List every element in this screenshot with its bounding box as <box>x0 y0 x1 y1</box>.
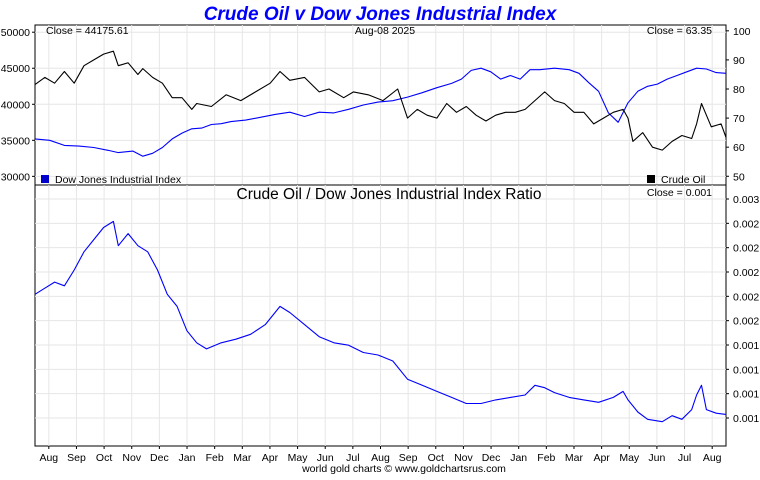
ratio-title: Crude Oil / Dow Jones Industrial Index R… <box>237 186 542 203</box>
x-tick-label-sep: Sep <box>399 452 418 464</box>
x-tick-label-sep: Sep <box>67 452 86 464</box>
x-tick-label-aug: Aug <box>39 452 58 464</box>
chart-title: Crude Oil v Dow Jones Industrial Index <box>204 4 558 25</box>
x-tick-label-jan: Jan <box>510 452 527 464</box>
ratio-y-tick-label: 0.002 <box>733 316 759 328</box>
x-tick-label-mar: Mar <box>233 452 252 464</box>
y-left-tick-label: 40000 <box>1 99 30 111</box>
x-tick-label-mar: Mar <box>565 452 584 464</box>
ratio-y-tick-label: 0.003 <box>733 194 759 206</box>
series-line-crude <box>34 50 727 151</box>
y-left-tick-label: 50000 <box>1 27 30 39</box>
y-right-tick-label: 60 <box>733 142 745 154</box>
ratio-y-tick-label: 0.001 <box>733 340 759 352</box>
ratio-y-tick-label: 0.002 <box>733 243 759 255</box>
ratio-close-label: Close = 0.001 <box>647 187 712 199</box>
x-tick-label-apr: Apr <box>593 452 610 464</box>
x-tick-label-nov: Nov <box>454 452 473 464</box>
legend-swatch-crude <box>647 175 655 183</box>
y-left-tick-label: 45000 <box>1 63 30 75</box>
x-tick-label-aug: Aug <box>371 452 390 464</box>
x-tick-label-dec: Dec <box>482 452 501 464</box>
x-tick-label-feb: Feb <box>206 452 224 464</box>
x-tick-label-nov: Nov <box>122 452 141 464</box>
x-tick-label-oct: Oct <box>428 452 444 464</box>
y-left-tick-label: 30000 <box>1 171 30 183</box>
y-right-tick-label: 100 <box>733 26 751 38</box>
date-label: Aug-08 2025 <box>355 25 415 37</box>
x-tick-label-aug: Aug <box>703 452 722 464</box>
series-line-ratio <box>34 220 727 423</box>
x-tick-label-feb: Feb <box>537 452 555 464</box>
x-tick-label-jan: Jan <box>179 452 196 464</box>
ratio-y-tick-label: 0.001 <box>733 413 759 425</box>
y-right-tick-label: 90 <box>733 55 745 67</box>
ratio-y-tick-label: 0.001 <box>733 389 759 401</box>
y-left-tick-label: 35000 <box>1 135 30 147</box>
ratio-y-tick-label: 0.002 <box>733 267 759 279</box>
x-tick-label-may: May <box>288 452 309 464</box>
x-tick-label-jun: Jun <box>648 452 665 464</box>
close-left-label: Close = 44175.61 <box>46 25 129 37</box>
ratio-panel: Aug Sep Oct Nov Dec Jan Feb Mar Apr May Jun Jul Aug S… <box>34 184 759 464</box>
y-right-tick-label: 50 <box>733 171 745 183</box>
price-panel: 30000 35000 40000 45000 50000 50 60 70 80 90 100 <box>1 24 751 186</box>
y-right-tick-label: 80 <box>733 84 745 96</box>
ratio-y-tick-label: 0.002 <box>733 218 759 230</box>
series-line-dow <box>34 67 727 157</box>
legend-label-dow: Dow Jones Industrial Index <box>55 174 182 186</box>
footer-credit: world gold charts © www.goldchartsrus.co… <box>301 463 506 475</box>
legend-label-crude: Crude Oil <box>661 174 705 186</box>
legend-swatch-dow <box>41 175 49 183</box>
x-tick-label-oct: Oct <box>96 452 112 464</box>
y-right-tick-label: 70 <box>733 113 745 125</box>
x-tick-label-apr: Apr <box>262 452 279 464</box>
ratio-y-tick-label: 0.002 <box>733 291 759 303</box>
x-tick-label-may: May <box>619 452 640 464</box>
ratio-y-tick-label: 0.001 <box>733 364 759 376</box>
x-tick-label-dec: Dec <box>150 452 169 464</box>
x-tick-label-jun: Jun <box>317 452 334 464</box>
close-right-label: Close = 63.35 <box>647 25 712 37</box>
x-tick-label-jul: Jul <box>346 452 359 464</box>
x-tick-label-jul: Jul <box>678 452 691 464</box>
